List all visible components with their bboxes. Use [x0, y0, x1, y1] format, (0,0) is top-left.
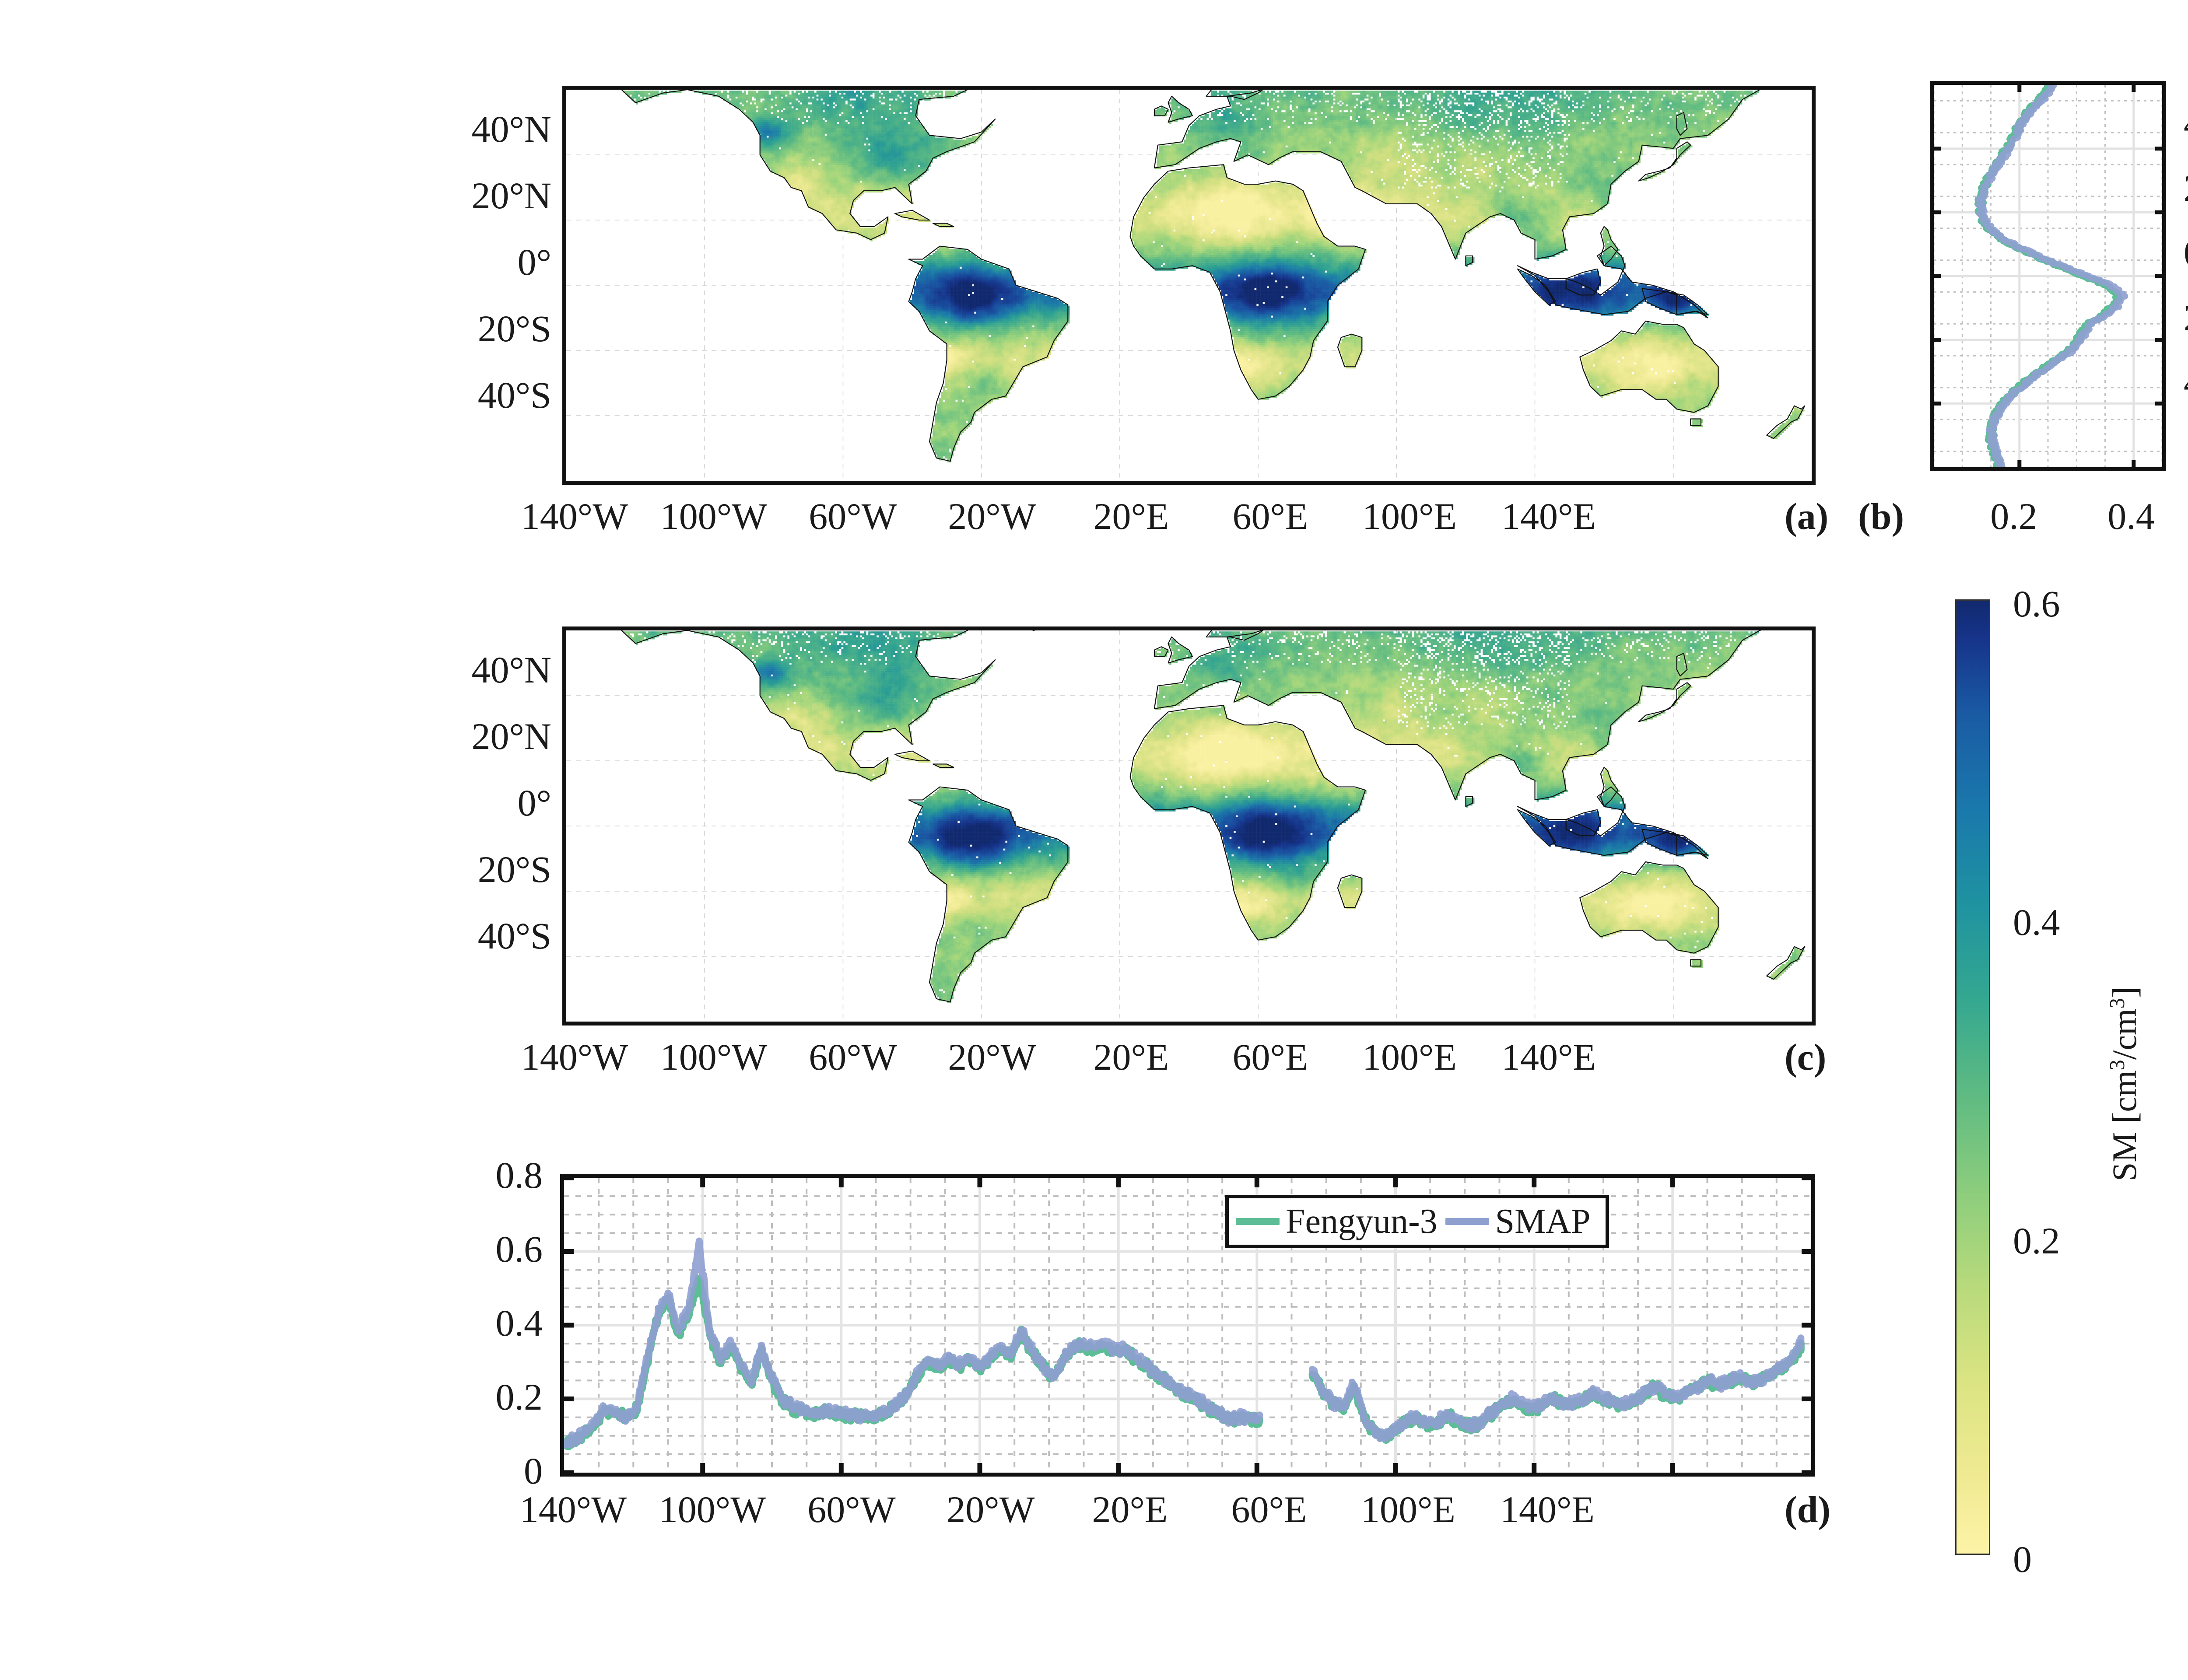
panel-a-label: (a)	[1785, 494, 1828, 538]
panel-d-plot	[564, 1178, 1811, 1473]
panel-c-ytick-3: 20°S	[306, 847, 551, 891]
panel-c-ytick-1: 20°N	[306, 714, 551, 758]
panel-d-ytick-0: 0	[333, 1449, 543, 1493]
legend-swatch-fengyun	[1236, 1218, 1280, 1225]
panel-d-ytick-4: 0.8	[333, 1153, 543, 1197]
panel-b-ytick-0: 40°N	[2184, 102, 2188, 145]
panel-c-ytick-0: 40°N	[306, 648, 551, 692]
legend-label-fengyun: Fengyun-3	[1286, 1202, 1438, 1242]
panel-a-ytick-2: 0°	[306, 240, 551, 284]
colorbar-tick-1: 0.2	[2013, 1219, 2060, 1263]
panel-c-ytick-2: 0°	[306, 781, 551, 825]
panel-d-label: (d)	[1785, 1488, 1830, 1531]
panel-d-legend: Fengyun-3 SMAP	[1225, 1195, 1609, 1248]
colorbar-label-suffix: ]	[2105, 987, 2143, 998]
legend-label-smap: SMAP	[1495, 1202, 1591, 1242]
panel-b-ytick-2: 0°	[2184, 231, 2188, 275]
panel-a-axes	[562, 86, 1816, 485]
panel-d-ytick-3: 0.6	[333, 1227, 543, 1271]
panel-a-ytick-4: 40°S	[306, 373, 551, 417]
panel-d-ytick-1: 0.2	[333, 1375, 543, 1419]
colorbar-tick-3: 0.6	[2013, 582, 2060, 626]
panel-a-ytick-1: 20°N	[306, 174, 551, 217]
colorbar-label-prefix: SM [cm	[2105, 1071, 2143, 1182]
panel-d-axes	[560, 1174, 1815, 1477]
panel-d-ytick-2: 0.4	[333, 1301, 543, 1345]
panel-b-ytick-3: 20°S	[2184, 296, 2188, 340]
panel-a-ytick-3: 20°S	[306, 307, 551, 350]
panel-c-container	[562, 626, 1816, 1026]
colorbar-label-sup1: 3	[2106, 1060, 2129, 1070]
colorbar-tick-2: 0.4	[2013, 900, 2060, 944]
colorbar-axis-label: SM [cm3/cm3]	[2105, 1181, 2188, 1221]
panel-b-ytick-4: 40°S	[2184, 360, 2188, 404]
panel-a-ytick-0: 40°N	[306, 107, 551, 151]
panel-a-xtick-7: 140°E	[1461, 494, 1636, 538]
panel-b-plot	[1934, 85, 2162, 467]
colorbar-label-mid: /cm	[2105, 1008, 2143, 1060]
panel-d-container: Fengyun-3 SMAP	[560, 1174, 1815, 1477]
panel-b-ytick-1: 20°N	[2184, 166, 2188, 210]
panel-a-map	[566, 90, 1812, 481]
legend-swatch-smap	[1445, 1218, 1489, 1225]
panel-a-container	[562, 86, 1816, 485]
panel-d-xtick-7: 140°E	[1460, 1488, 1635, 1531]
panel-c-axes	[562, 626, 1816, 1026]
panel-b-xtick-1: 0.4	[2065, 494, 2188, 538]
panel-c-map	[566, 630, 1812, 1022]
panel-c-ytick-4: 40°S	[306, 914, 551, 958]
colorbar	[1955, 599, 1990, 1555]
panel-b-container	[1930, 81, 2166, 471]
panel-b-label: (b)	[1858, 494, 1904, 538]
panel-b-axes	[1930, 81, 2166, 471]
panel-c-label: (c)	[1785, 1035, 1826, 1079]
colorbar-tick-0: 0	[2013, 1537, 2032, 1581]
panel-c-xtick-7: 140°E	[1461, 1035, 1636, 1079]
panel-b-xtick-0: 0.2	[1948, 494, 2079, 538]
colorbar-label-sup2: 3	[2106, 998, 2129, 1008]
